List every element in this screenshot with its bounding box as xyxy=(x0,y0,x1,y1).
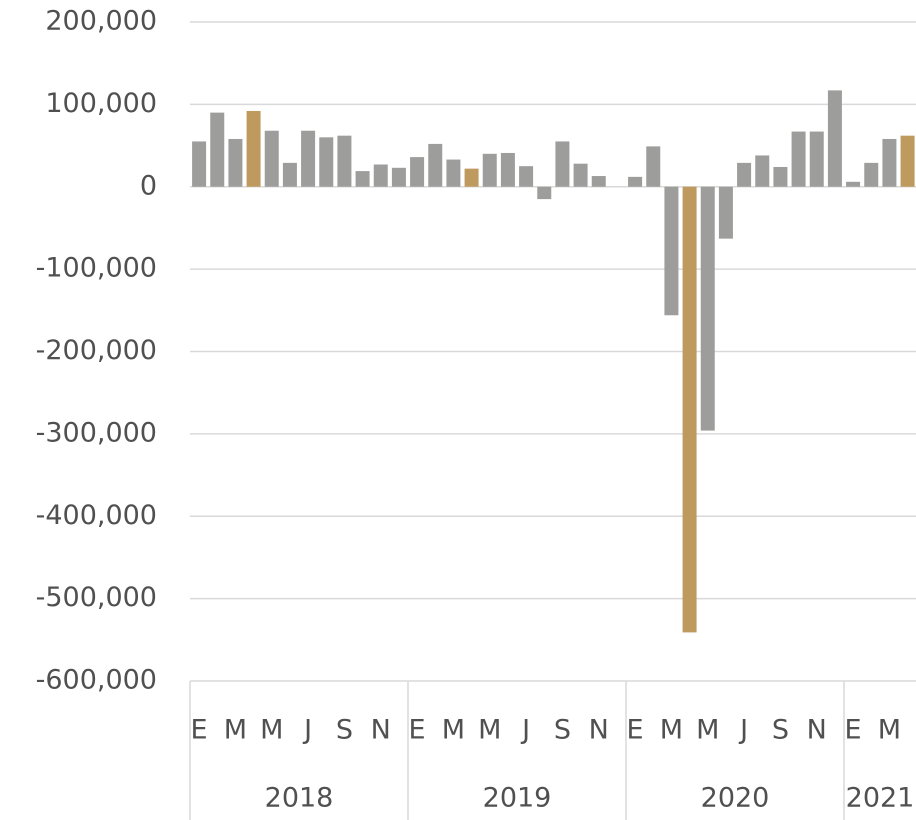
bar xyxy=(519,166,534,187)
bar xyxy=(755,155,770,187)
bar xyxy=(809,131,824,187)
x-tick-label: M xyxy=(260,715,283,746)
x-tick-label: E xyxy=(191,715,208,746)
x-tick-label: N xyxy=(589,715,609,746)
x-tick-label: N xyxy=(807,715,827,746)
group-label: 2019 xyxy=(483,783,552,814)
y-tick-label: -400,000 xyxy=(36,500,157,531)
x-tick-label: J xyxy=(520,715,530,746)
bar xyxy=(773,166,788,187)
x-tick-label: S xyxy=(336,715,353,746)
group-label: 2020 xyxy=(701,783,770,814)
bar xyxy=(192,141,207,187)
bar xyxy=(537,186,552,200)
bar xyxy=(827,90,842,187)
group-label: 2018 xyxy=(265,783,334,814)
bar xyxy=(500,152,515,187)
bar xyxy=(791,131,806,187)
bar xyxy=(682,186,697,633)
x-tick-label: J xyxy=(302,715,312,746)
group-label: 2021 xyxy=(846,783,915,814)
bar xyxy=(737,162,752,187)
bar xyxy=(391,167,406,187)
x-tick-label: J xyxy=(738,715,748,746)
x-tick-label: N xyxy=(371,715,391,746)
x-tick-label: M xyxy=(224,715,247,746)
bar xyxy=(482,153,497,187)
bar xyxy=(319,137,334,187)
bar xyxy=(573,163,588,187)
x-tick-label: S xyxy=(554,715,571,746)
bar xyxy=(228,138,243,187)
y-tick-label: 200,000 xyxy=(45,6,157,37)
x-tick-label: M xyxy=(442,715,465,746)
y-tick-label: -100,000 xyxy=(36,253,157,284)
x-tick-label: E xyxy=(845,715,862,746)
bar xyxy=(464,168,479,187)
bar xyxy=(210,112,225,187)
bar xyxy=(246,110,261,187)
y-tick-label: 0 xyxy=(140,170,157,201)
x-tick-label: M xyxy=(878,715,901,746)
bar xyxy=(664,186,679,316)
x-tick-label: M xyxy=(696,715,719,746)
y-tick-label: -200,000 xyxy=(36,335,157,366)
bar xyxy=(882,138,897,187)
bar xyxy=(428,143,443,187)
bar xyxy=(301,130,316,187)
bar xyxy=(355,171,370,187)
bar xyxy=(591,176,606,187)
x-tick-label: M xyxy=(478,715,501,746)
bar xyxy=(373,164,388,187)
bar xyxy=(628,176,643,187)
bar xyxy=(900,135,915,187)
bar xyxy=(410,157,425,187)
y-tick-label: -600,000 xyxy=(36,665,157,696)
bar xyxy=(282,162,297,187)
bar xyxy=(555,141,570,187)
y-tick-label: -300,000 xyxy=(36,417,157,448)
bar xyxy=(264,130,279,187)
x-tick-label: E xyxy=(627,715,644,746)
bar xyxy=(646,146,661,187)
bar xyxy=(718,186,733,239)
x-tick-label: M xyxy=(660,715,683,746)
y-tick-label: -500,000 xyxy=(36,582,157,613)
bar xyxy=(337,135,352,187)
x-tick-label: S xyxy=(772,715,789,746)
bar xyxy=(446,159,461,187)
y-tick-label: 100,000 xyxy=(45,88,157,119)
bar xyxy=(864,162,879,187)
bar xyxy=(846,181,861,187)
x-tick-label: E xyxy=(409,715,426,746)
bar xyxy=(700,186,715,431)
